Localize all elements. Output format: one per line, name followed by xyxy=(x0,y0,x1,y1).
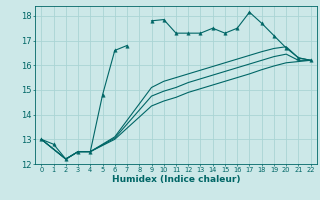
X-axis label: Humidex (Indice chaleur): Humidex (Indice chaleur) xyxy=(112,175,240,184)
